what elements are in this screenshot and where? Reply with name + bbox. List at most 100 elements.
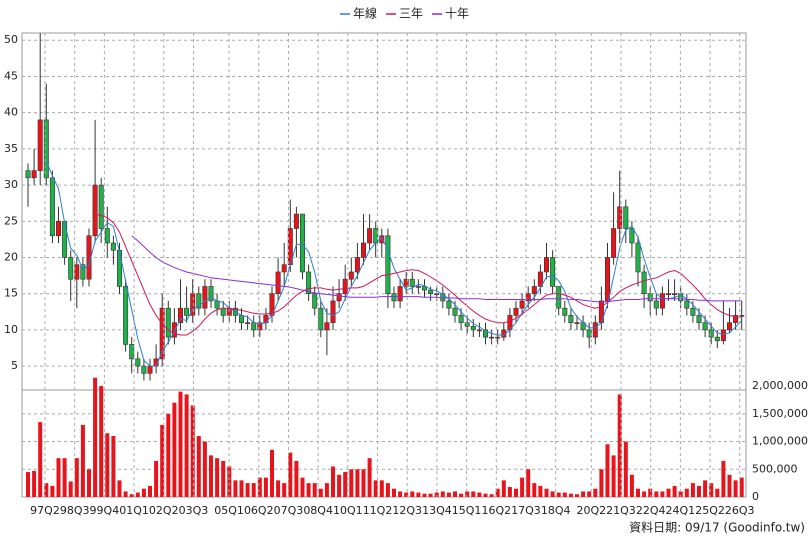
candle-body	[629, 228, 635, 244]
y-tick-label: 5	[11, 359, 18, 372]
volume-bar	[166, 413, 171, 497]
volume-bar	[32, 470, 37, 497]
volume-bar	[135, 492, 140, 497]
volume-bar	[636, 488, 640, 497]
volume-bar	[349, 469, 354, 497]
volume-bar	[251, 483, 256, 497]
volume-bar	[385, 483, 390, 497]
candle-body	[31, 170, 37, 179]
volume-bar	[532, 483, 537, 497]
candle-body	[159, 307, 165, 360]
candle-body	[556, 286, 562, 309]
volume-bar	[642, 491, 647, 497]
legend-label: 十年	[445, 7, 469, 21]
volume-bar	[373, 480, 378, 497]
volume-bar	[495, 488, 500, 497]
candle-body	[428, 289, 434, 294]
candle-body	[714, 336, 720, 342]
volume-bar	[215, 458, 220, 497]
candle-body	[562, 307, 568, 316]
volume-bar	[410, 491, 415, 497]
volume-bar	[562, 492, 567, 497]
candle-body	[348, 271, 354, 280]
volume-bar	[587, 491, 592, 497]
candle-body	[672, 293, 678, 295]
candle-body	[245, 322, 251, 324]
volume-bar	[392, 488, 396, 497]
volume-bar	[221, 460, 226, 497]
volume-bar	[337, 474, 342, 497]
legend-label: 三年	[399, 7, 423, 21]
candle-body	[104, 228, 110, 244]
volume-bar	[434, 492, 439, 497]
volume-bar	[599, 469, 604, 497]
candle-body	[330, 300, 336, 323]
volume-bar	[623, 441, 628, 497]
candle-body	[635, 242, 641, 273]
candle-body	[257, 322, 263, 331]
volume-bar	[422, 493, 427, 497]
candle-body	[220, 307, 226, 316]
candle-body	[360, 242, 366, 258]
volume-bar	[654, 491, 659, 497]
y-tick-label: 35	[4, 142, 18, 155]
y2-tick-label: 1,000,000	[752, 435, 808, 448]
candle-body	[208, 286, 214, 302]
candle-body	[470, 325, 476, 331]
volume-bar	[288, 452, 293, 497]
volume-bar	[672, 485, 677, 497]
volume-bar	[501, 480, 506, 497]
volume-bar	[306, 483, 311, 497]
volume-bar	[367, 458, 372, 497]
volume-bar	[660, 491, 665, 497]
candle-body	[373, 228, 379, 244]
candle-body	[659, 293, 665, 309]
volume-bar	[526, 469, 531, 497]
candle-body	[702, 322, 708, 331]
candle-body	[43, 119, 49, 179]
volume-bar	[196, 436, 201, 497]
candle-body	[385, 235, 391, 294]
candle-body	[324, 322, 330, 331]
candle-body	[733, 315, 739, 323]
volume-bar	[154, 460, 159, 497]
x-tick-label: 18Q4	[541, 504, 571, 517]
volume-bar	[593, 488, 598, 497]
volume-bar	[318, 488, 323, 497]
volume-bar	[355, 469, 360, 497]
candle-body	[708, 329, 714, 338]
candle-body	[489, 336, 495, 339]
candle-body	[251, 322, 257, 331]
candle-body	[403, 278, 409, 287]
volume-bar	[465, 491, 470, 497]
candle-body	[239, 315, 245, 323]
volume-bar	[709, 483, 714, 497]
candle-body	[543, 257, 549, 273]
candle-body	[617, 206, 623, 229]
volume-bar	[721, 460, 726, 497]
volume-bar	[245, 483, 250, 497]
volume-bar	[459, 493, 464, 497]
x-tick-label: 03Q3	[179, 504, 209, 517]
volume-bar	[263, 477, 268, 497]
candle-body	[513, 307, 519, 316]
volume-bar	[715, 488, 720, 497]
x-tick-label: 11Q2	[363, 504, 393, 517]
x-tick-label: 02Q2	[149, 504, 179, 517]
candle-body	[531, 286, 537, 294]
volume-bar	[568, 493, 573, 497]
x-tick-label: 98Q3	[60, 504, 90, 517]
candle-body	[37, 119, 43, 171]
y-tick-label: 40	[4, 106, 18, 119]
volume-bar	[160, 424, 165, 497]
candle-body	[476, 329, 482, 332]
candle-body	[604, 257, 610, 302]
volume-bar	[38, 422, 43, 497]
y-tick-label: 15	[4, 287, 18, 300]
candle-body	[464, 322, 470, 327]
candle-body	[98, 184, 104, 229]
candle-body	[611, 228, 617, 258]
volume-bar	[550, 491, 555, 497]
volume-bar	[233, 480, 238, 497]
